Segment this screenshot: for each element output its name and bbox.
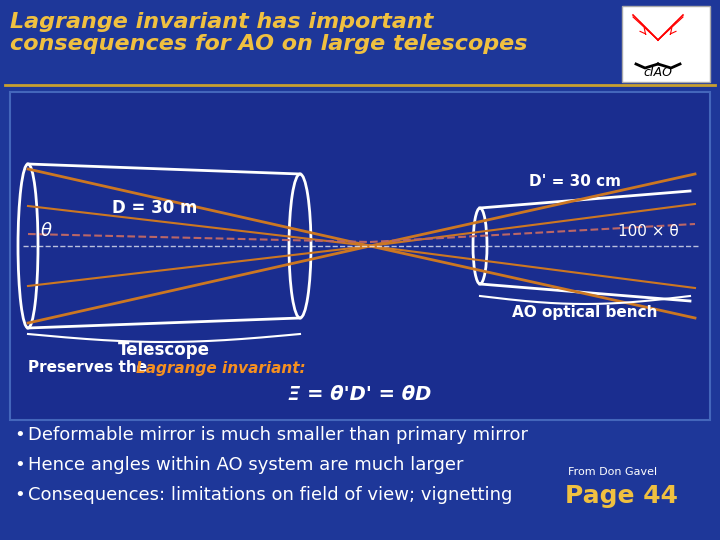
Text: D = 30 m: D = 30 m <box>112 199 198 217</box>
Text: 100 × θ: 100 × θ <box>618 224 678 239</box>
Text: θ: θ <box>40 222 52 240</box>
Text: Deformable mirror is much smaller than primary mirror: Deformable mirror is much smaller than p… <box>28 426 528 444</box>
Text: From Don Gavel: From Don Gavel <box>568 467 657 477</box>
Text: Consequences: limitations on field of view; vignetting: Consequences: limitations on field of vi… <box>28 486 513 504</box>
Text: Hence angles within AO system are much larger: Hence angles within AO system are much l… <box>28 456 464 474</box>
Text: Lagrange invariant:: Lagrange invariant: <box>136 361 305 375</box>
Text: •: • <box>14 486 24 504</box>
Text: Lagrange invariant has important: Lagrange invariant has important <box>10 12 433 32</box>
Text: •: • <box>14 426 24 444</box>
FancyBboxPatch shape <box>10 92 710 420</box>
Text: D' = 30 cm: D' = 30 cm <box>529 173 621 188</box>
FancyBboxPatch shape <box>622 6 710 82</box>
Text: consequences for AO on large telescopes: consequences for AO on large telescopes <box>10 34 528 54</box>
Text: AO optical bench: AO optical bench <box>512 305 658 320</box>
Text: Telescope: Telescope <box>118 341 210 359</box>
Text: Preserves the: Preserves the <box>28 361 153 375</box>
Text: Ξ = θ'D' = θD: Ξ = θ'D' = θD <box>288 386 432 404</box>
Text: •: • <box>14 456 24 474</box>
Text: cIAO: cIAO <box>644 65 672 78</box>
Text: Page 44: Page 44 <box>565 484 678 508</box>
